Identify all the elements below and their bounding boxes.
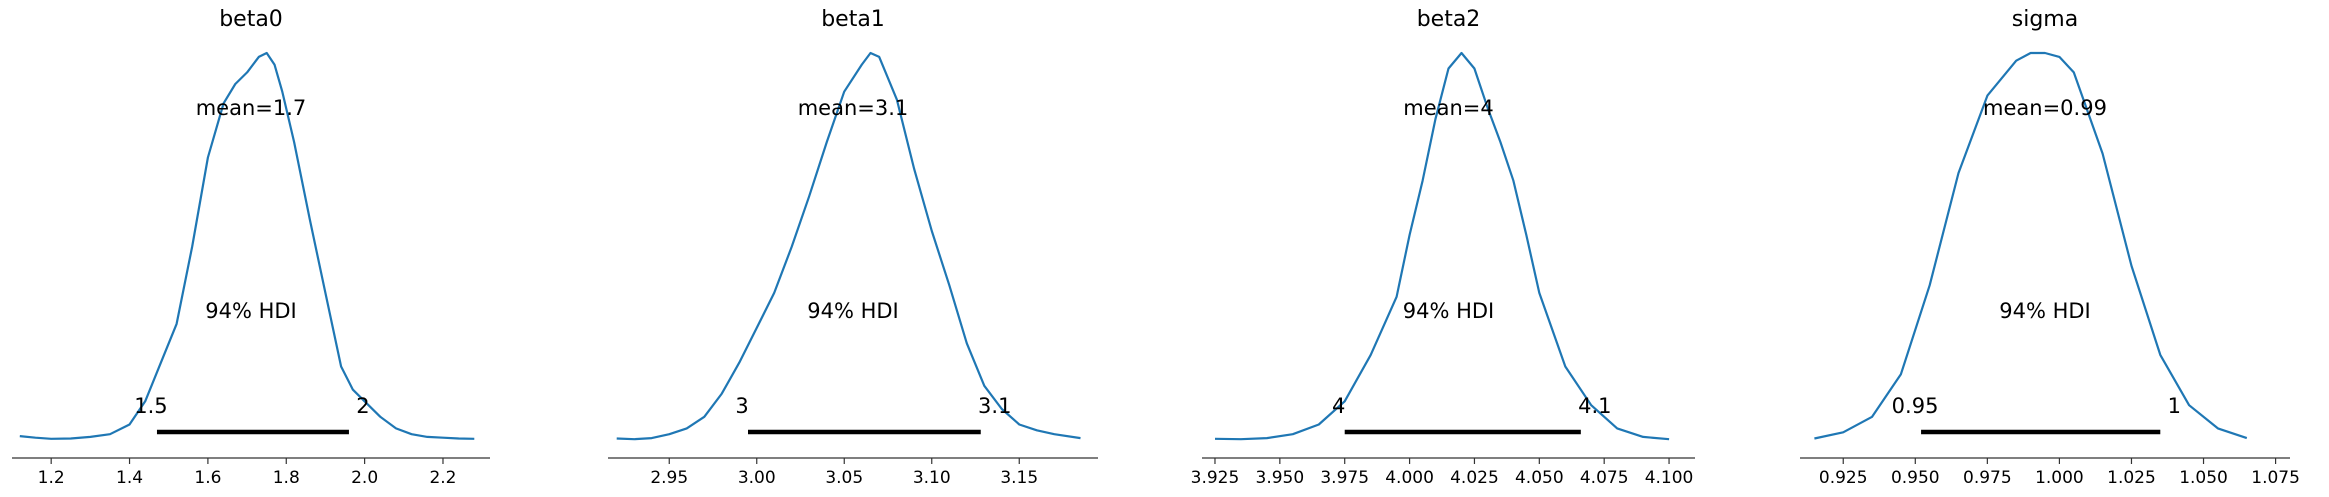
hdi-high-label: 3.1 (978, 394, 1011, 418)
panel-title: beta1 (821, 7, 885, 32)
x-tick-label: 1.8 (273, 468, 300, 488)
mean-label: mean=0.99 (1983, 96, 2107, 120)
density-line (1214, 51, 1670, 441)
x-tick-label: 1.075 (2251, 468, 2300, 488)
hdi-low-label: 4 (1332, 394, 1345, 418)
x-tick-label: 0.950 (1891, 468, 1940, 488)
hdi-label: 94% HDI (1999, 299, 2091, 323)
x-tick-label: 1.2 (38, 468, 65, 488)
x-tick-label: 1.4 (116, 468, 143, 488)
hdi-label: 94% HDI (205, 299, 297, 323)
x-tick-label: 0.975 (1963, 468, 2012, 488)
panel-beta2: beta2 mean=4 94% HDI 4 4.1 3.925 3.950 3.975 4.0… (1191, 7, 1695, 488)
x-tick-label: 1.6 (194, 468, 221, 488)
hdi-low-label: 0.95 (1892, 394, 1939, 418)
hdi-high-label: 4.1 (1578, 394, 1611, 418)
mean-label: mean=1.7 (196, 96, 307, 120)
panel-title: beta0 (219, 7, 283, 32)
hdi-high-label: 2 (356, 394, 369, 418)
hdi-low-label: 3 (735, 394, 748, 418)
panel-beta0: beta0 mean=1.7 94% HDI 1.5 2 1.2 1.4 1.6 1.8 2.0 2… (12, 7, 490, 488)
mean-label: mean=3.1 (798, 96, 909, 120)
x-tick-label: 4.025 (1450, 468, 1499, 488)
panel-sigma: sigma mean=0.99 94% HDI 0.95 1 0.925 0.950 0.97… (1800, 7, 2300, 488)
x-tick-label: 3.05 (825, 468, 863, 488)
density-line (616, 51, 1081, 441)
density-line (19, 51, 475, 440)
panel-beta1: beta1 mean=3.1 94% HDI 3 3.1 2.95 3.00 3.05 3.10… (608, 7, 1098, 488)
x-tick-label: 1.025 (2107, 468, 2156, 488)
x-tick-label: 3.925 (1191, 468, 1240, 488)
x-tick-label: 4.075 (1580, 468, 1629, 488)
x-tick-label: 2.2 (429, 468, 456, 488)
hdi-low-label: 1.5 (134, 394, 167, 418)
x-tick-label: 1.050 (2179, 468, 2228, 488)
panel-title: beta2 (1417, 7, 1481, 32)
x-tick-label: 3.975 (1320, 468, 1369, 488)
x-tick-label: 4.050 (1515, 468, 1564, 488)
x-tick-label: 1.000 (2035, 468, 2084, 488)
x-tick-label: 4.100 (1645, 468, 1694, 488)
x-tick-label: 0.925 (1819, 468, 1868, 488)
hdi-label: 94% HDI (807, 299, 899, 323)
x-tick-label: 2.0 (351, 468, 378, 488)
panel-title: sigma (2012, 7, 2078, 32)
hdi-high-label: 1 (2168, 394, 2181, 418)
x-tick-label: 2.95 (650, 468, 688, 488)
x-tick-label: 3.950 (1256, 468, 1305, 488)
x-tick-label: 3.10 (913, 468, 951, 488)
x-tick-label: 4.000 (1385, 468, 1434, 488)
x-tick-label: 3.00 (738, 468, 776, 488)
mean-label: mean=4 (1403, 96, 1494, 120)
density-line (1814, 51, 2248, 440)
hdi-label: 94% HDI (1403, 299, 1495, 323)
x-tick-label: 3.15 (1000, 468, 1038, 488)
